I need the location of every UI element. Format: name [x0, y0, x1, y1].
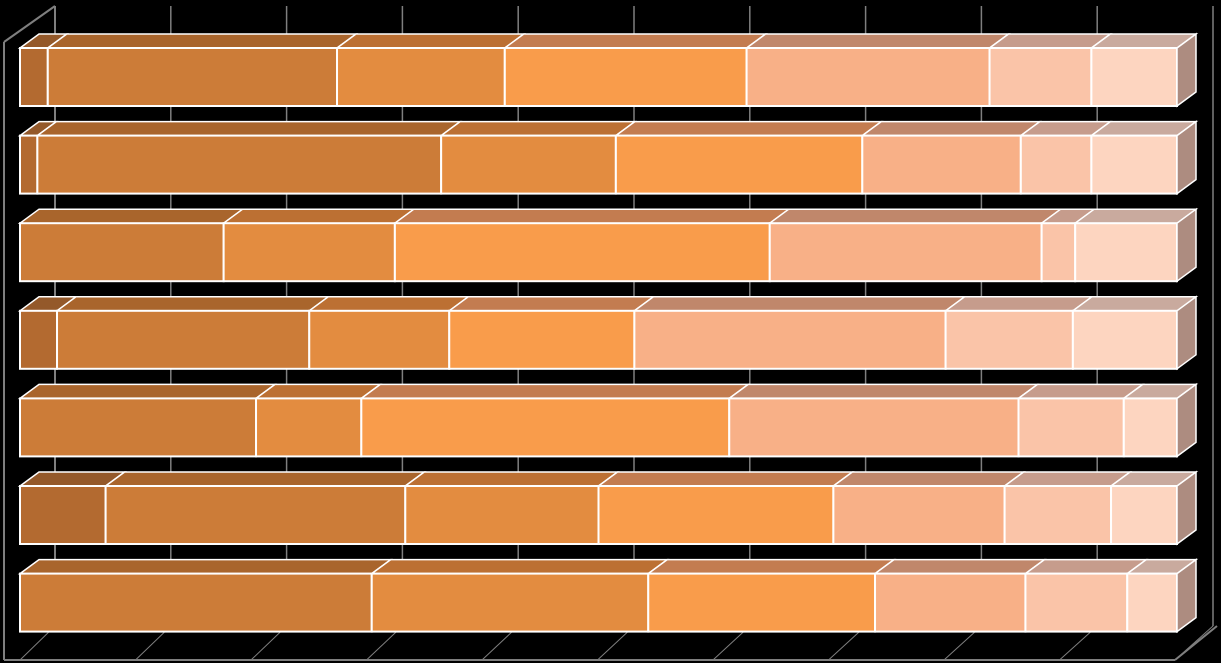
bar-row — [17, 120, 1199, 196]
bar-row — [17, 207, 1199, 283]
bar-side-face — [1176, 470, 1197, 546]
bar-segment — [503, 47, 748, 107]
bar-segment — [36, 134, 443, 195]
bar-segment-top — [253, 383, 383, 400]
bar-segment — [19, 134, 39, 195]
bar-segment — [56, 309, 311, 370]
bar-side-face — [1176, 32, 1197, 108]
bar-segment-top — [596, 471, 855, 487]
bar-segment — [19, 485, 107, 545]
bar-segment — [19, 47, 49, 107]
bar-segment-top — [17, 558, 394, 575]
bar-segment — [745, 47, 991, 107]
bar-segment — [46, 47, 339, 107]
bar-segment-top — [45, 33, 359, 49]
bar-segment-top — [369, 558, 670, 575]
bar-segment — [1126, 572, 1179, 633]
bar-segment — [1017, 397, 1125, 458]
bar-row — [17, 470, 1199, 546]
bar-segment — [1110, 485, 1179, 545]
bars-group — [17, 32, 1199, 634]
bar-row — [17, 295, 1199, 371]
bar-segment — [988, 47, 1093, 107]
bar-segment-top — [831, 471, 1026, 487]
bar-segment — [1074, 222, 1178, 283]
bar-segment — [1090, 47, 1178, 107]
bar-side-face — [1176, 558, 1197, 634]
bar-segment-top — [17, 383, 278, 400]
bar-segment-top — [613, 120, 884, 137]
bar-segment-top — [103, 471, 427, 487]
bar-segment-top — [334, 33, 527, 49]
bar-segment — [336, 47, 506, 107]
bar-segment — [1071, 309, 1178, 370]
bar-segment-top — [402, 471, 620, 487]
bar-segment — [308, 309, 451, 370]
bar-segment — [440, 134, 617, 195]
bar-segment — [1040, 222, 1077, 283]
bar-segment-top — [632, 296, 967, 312]
bar-segment — [832, 485, 1006, 545]
bar-side-face — [1176, 295, 1197, 371]
bar-segment — [1122, 397, 1178, 458]
bar-segment — [255, 397, 363, 458]
bar-segment-top — [943, 296, 1095, 312]
bar-segment-top — [744, 33, 1011, 49]
bar-segment — [1024, 572, 1129, 633]
bar-row — [17, 558, 1199, 634]
bar-segment — [614, 134, 864, 195]
bar-segment-top — [54, 296, 331, 312]
bar-segment-top — [860, 120, 1043, 137]
bar-segment — [597, 485, 835, 545]
bar-segment — [19, 397, 258, 458]
bar-segment — [874, 572, 1027, 633]
bar-segment-top — [446, 296, 656, 312]
bar-segment — [633, 309, 947, 370]
bar-side-face — [1176, 382, 1197, 458]
wall-top-edge — [3, 5, 56, 43]
bar-segment — [360, 397, 731, 458]
bar-segment — [728, 397, 1020, 458]
bar-segment-top — [17, 208, 245, 224]
bar-segment — [19, 572, 373, 633]
bar-segment-top — [1070, 296, 1199, 312]
bar-segment-top — [392, 208, 792, 224]
bar-segment-top — [221, 208, 417, 224]
bar-side-face — [1176, 120, 1197, 196]
bar-segment — [404, 485, 600, 545]
bar-segment-top — [502, 33, 768, 49]
bar-segment — [1090, 134, 1178, 195]
bar-segment-top — [872, 558, 1047, 575]
bar-segment-top — [1016, 383, 1146, 400]
bar-segment — [370, 572, 650, 633]
bar-side-face — [1176, 207, 1197, 283]
bar-segment-top — [1002, 471, 1133, 487]
bar-segment — [1019, 134, 1093, 195]
bar-segment — [448, 309, 636, 370]
bar-row — [17, 32, 1199, 108]
bar-segment-top — [35, 120, 463, 137]
bar-segment-top — [767, 208, 1063, 224]
bar-segment — [104, 485, 407, 545]
bar-segment — [768, 222, 1043, 283]
bar-segment — [647, 572, 877, 633]
bar-row — [17, 382, 1199, 458]
bar-segment-top — [438, 120, 638, 137]
bar-segment-top — [645, 558, 897, 575]
bar-segment-top — [1072, 208, 1199, 224]
bar-segment-top — [987, 33, 1113, 49]
bar-segment — [222, 222, 396, 283]
bar-segment — [19, 222, 225, 283]
bar-segment-top — [726, 383, 1040, 400]
bar-segment — [393, 222, 771, 283]
bar-segment — [19, 309, 59, 370]
bar-segment-top — [1023, 558, 1149, 575]
floor-gridline — [1174, 625, 1214, 661]
bar-segment — [1003, 485, 1113, 545]
bar-segment-top — [306, 296, 471, 312]
bar-segment — [861, 134, 1022, 195]
bar-segment-top — [359, 383, 751, 400]
bar-segment — [944, 309, 1074, 370]
